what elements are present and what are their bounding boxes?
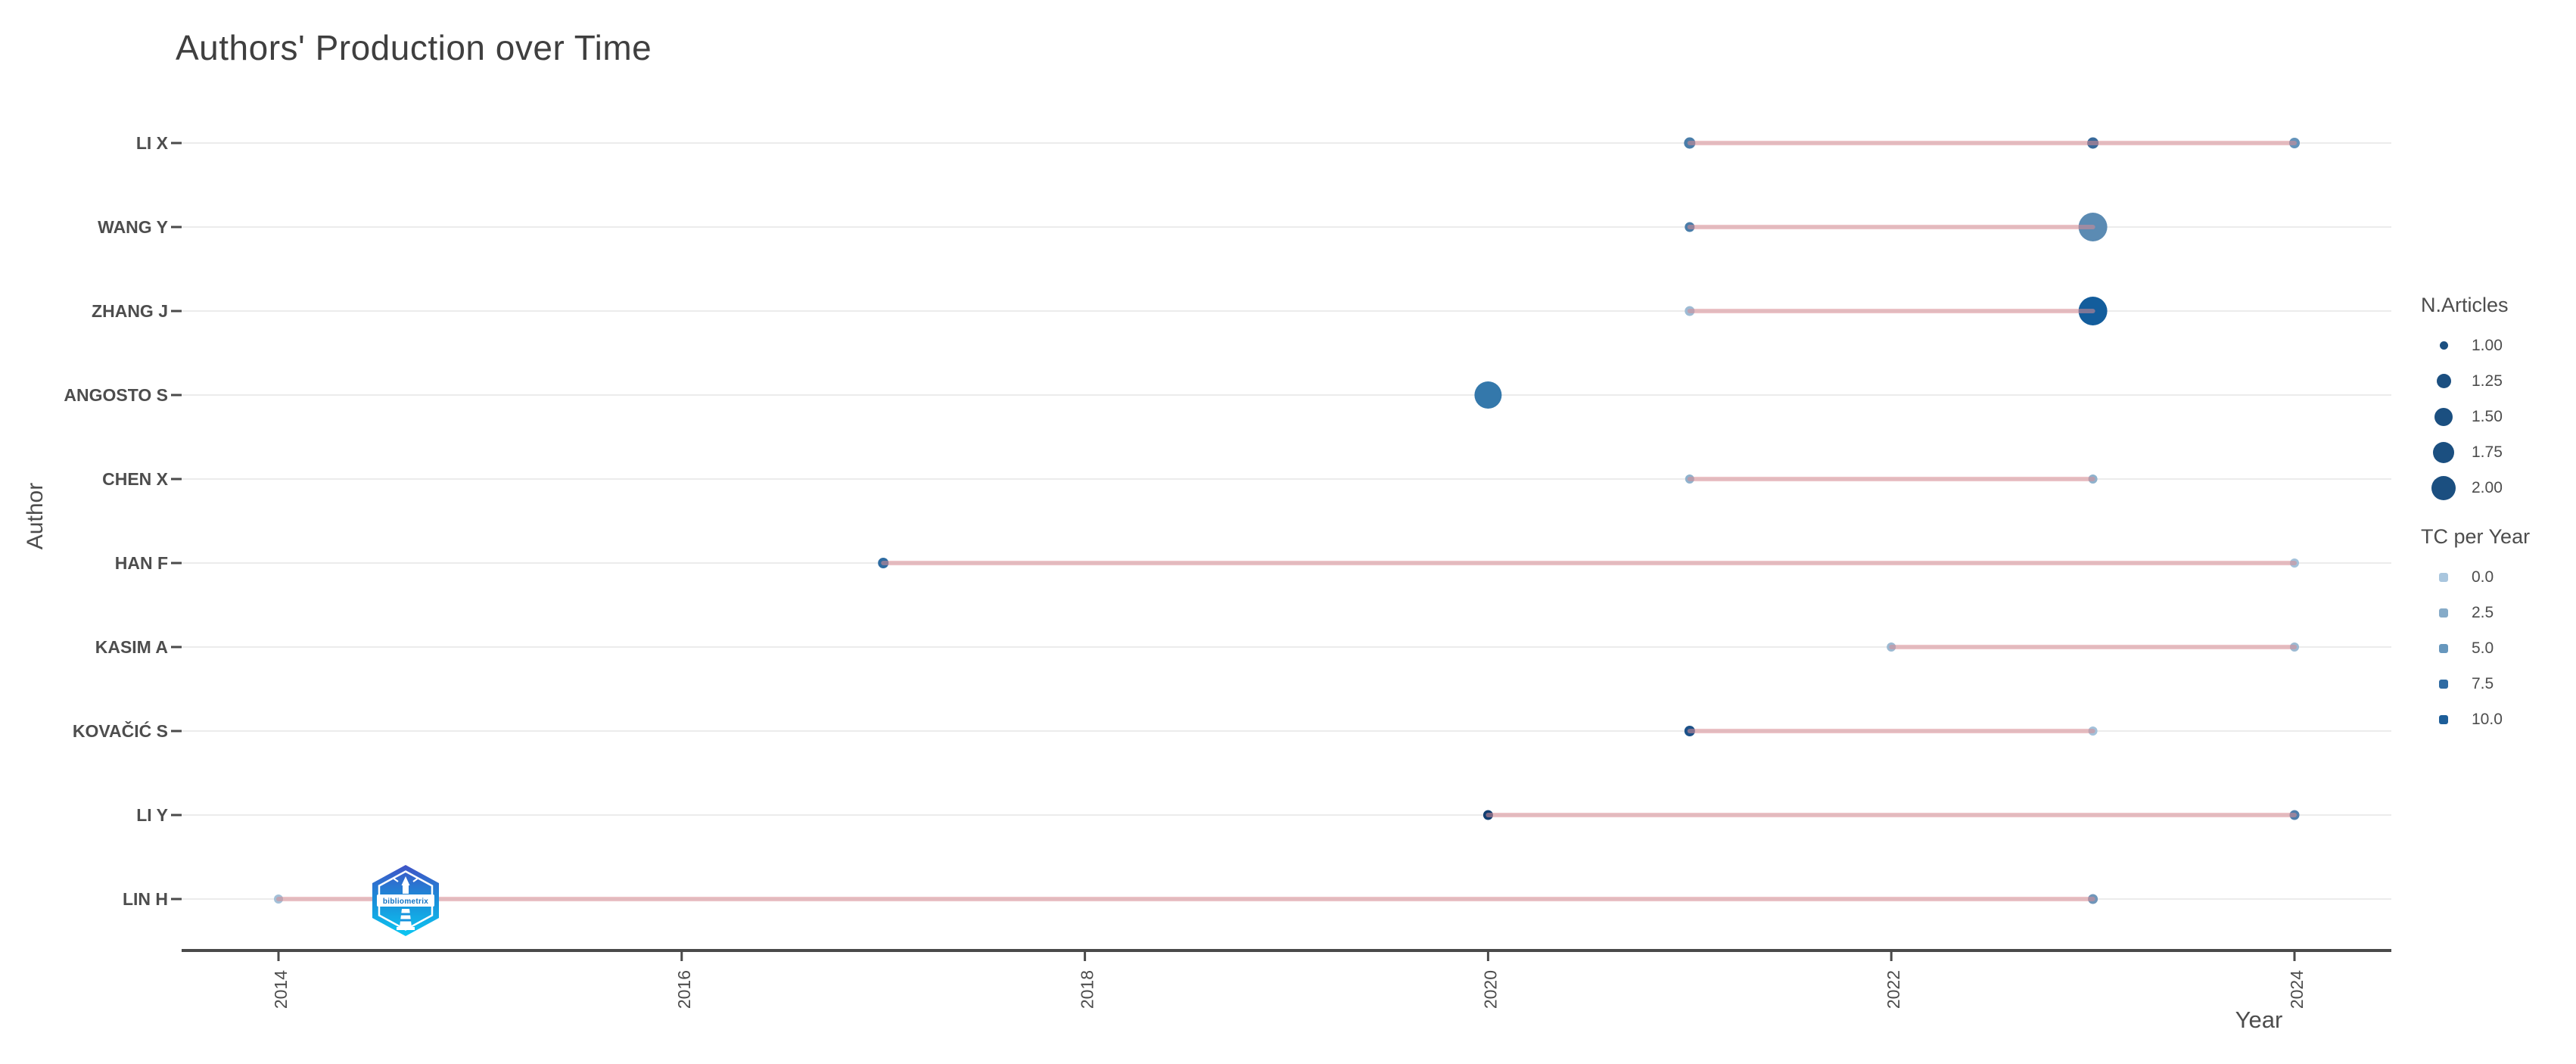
- color-legend-items: 0.0 2.5 5.0 7.5 10.0: [2410, 559, 2576, 737]
- legend-item: 5.0: [2410, 630, 2576, 666]
- author-label: LIN H: [123, 889, 168, 909]
- legend-label: 1.75: [2472, 443, 2503, 461]
- legend-item: 10.0: [2410, 702, 2576, 737]
- legend-label: 1.00: [2472, 336, 2503, 354]
- legend-item: 1.75: [2410, 434, 2576, 470]
- legend-swatch: [2428, 572, 2459, 582]
- legend-label: 5.0: [2472, 639, 2494, 657]
- legend-swatch: [2428, 341, 2459, 350]
- size-dot: [2439, 341, 2448, 350]
- bibliometrix-logo: bibliometrix: [372, 865, 439, 936]
- x-tick-label: 2018: [1078, 970, 1097, 1009]
- legend-swatch: [2428, 374, 2459, 388]
- legend-item: 1.25: [2410, 363, 2576, 399]
- x-axis-title: Year: [2235, 1006, 2283, 1033]
- logo-base: [397, 927, 415, 930]
- logo-band: [377, 894, 434, 907]
- color-swatch: [2439, 572, 2448, 582]
- author-label: HAN F: [115, 553, 168, 573]
- color-swatch: [2439, 679, 2448, 689]
- logo-lighthouse-top: [401, 876, 410, 885]
- legend-item: 1.50: [2410, 399, 2576, 434]
- legend-swatch: [2428, 643, 2459, 653]
- author-label: LI X: [136, 133, 169, 153]
- logo-lighthouse-neck: [403, 885, 409, 894]
- legend-item: 0.0: [2410, 559, 2576, 595]
- author-label: LI Y: [136, 805, 168, 825]
- legend-label: 1.50: [2472, 407, 2503, 425]
- legend-label: 0.0: [2472, 568, 2494, 586]
- author-label: CHEN X: [102, 469, 169, 489]
- x-tick-label: 2014: [271, 970, 291, 1009]
- legend-item: 1.00: [2410, 328, 2576, 363]
- legend-label: 1.25: [2472, 372, 2503, 390]
- logo-label: bibliometrix: [383, 898, 428, 906]
- legend-item: 2.5: [2410, 595, 2576, 630]
- legend-item: 7.5: [2410, 666, 2576, 702]
- author-label: ZHANG J: [92, 301, 168, 321]
- legend-swatch: [2428, 475, 2459, 500]
- size-dot: [2431, 475, 2456, 500]
- size-dot: [2434, 407, 2453, 426]
- legend-swatch: [2428, 407, 2459, 426]
- x-tick-label: 2024: [2287, 970, 2307, 1009]
- color-swatch: [2439, 608, 2448, 618]
- size-dot: [2433, 441, 2454, 463]
- author-label: WANG Y: [98, 217, 168, 237]
- size-legend-title: N.Articles: [2421, 294, 2509, 316]
- logo-light-ray: [392, 877, 399, 882]
- article-dot: [1474, 381, 1502, 409]
- author-label: KASIM A: [95, 637, 168, 657]
- x-tick-label: 2020: [1480, 970, 1500, 1009]
- logo-light-ray: [412, 877, 419, 882]
- color-swatch: [2439, 643, 2448, 653]
- legend-label: 2.00: [2472, 478, 2503, 496]
- chart-title: Authors' Production over Time: [176, 28, 652, 67]
- legend-swatch: [2428, 714, 2459, 724]
- legend-swatch: [2428, 608, 2459, 618]
- legend-label: 2.5: [2472, 603, 2494, 621]
- legend-label: 10.0: [2472, 710, 2503, 728]
- x-tick-label: 2022: [1884, 970, 1903, 1009]
- author-label: KOVAČIĆ S: [73, 720, 168, 741]
- author-label: ANGOSTO S: [64, 385, 168, 405]
- color-legend-title: TC per Year: [2421, 525, 2531, 548]
- legend-panel: N.Articles 1.00 1.25 1.50 1.75 2.00 TC per Y…: [2410, 294, 2576, 757]
- legend-swatch: [2428, 679, 2459, 689]
- size-legend-items: 1.00 1.25 1.50 1.75 2.00: [2410, 328, 2576, 506]
- legend-item: 2.00: [2410, 470, 2576, 506]
- legend-label: 7.5: [2472, 674, 2494, 692]
- x-tick-label: 2016: [674, 970, 694, 1009]
- size-dot: [2436, 374, 2451, 388]
- legend-swatch: [2428, 441, 2459, 463]
- color-swatch: [2439, 714, 2448, 724]
